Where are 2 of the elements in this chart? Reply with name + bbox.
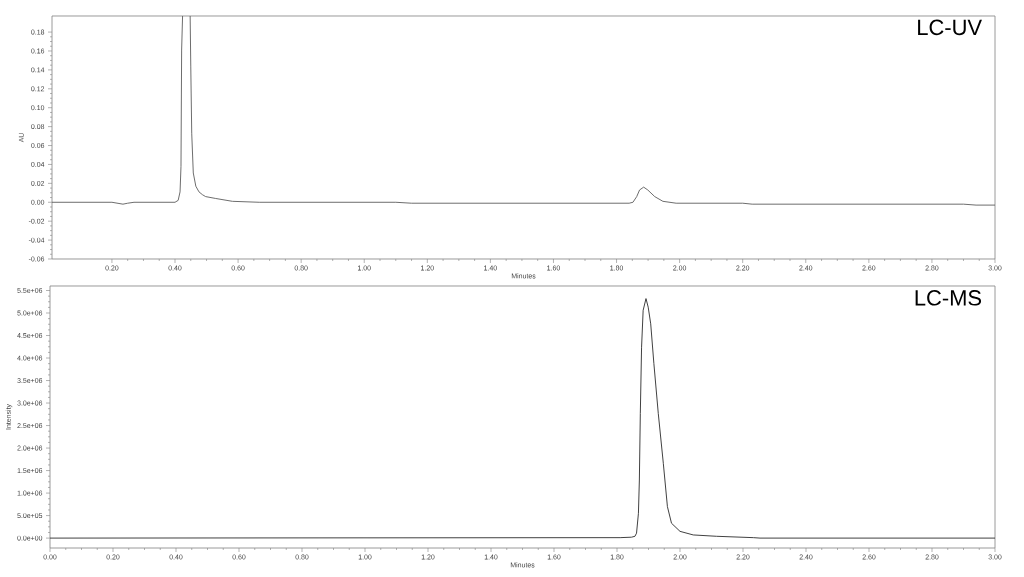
- chart-title: LC-UV: [918, 19, 982, 36]
- chart-title: LC-MS: [915, 290, 982, 306]
